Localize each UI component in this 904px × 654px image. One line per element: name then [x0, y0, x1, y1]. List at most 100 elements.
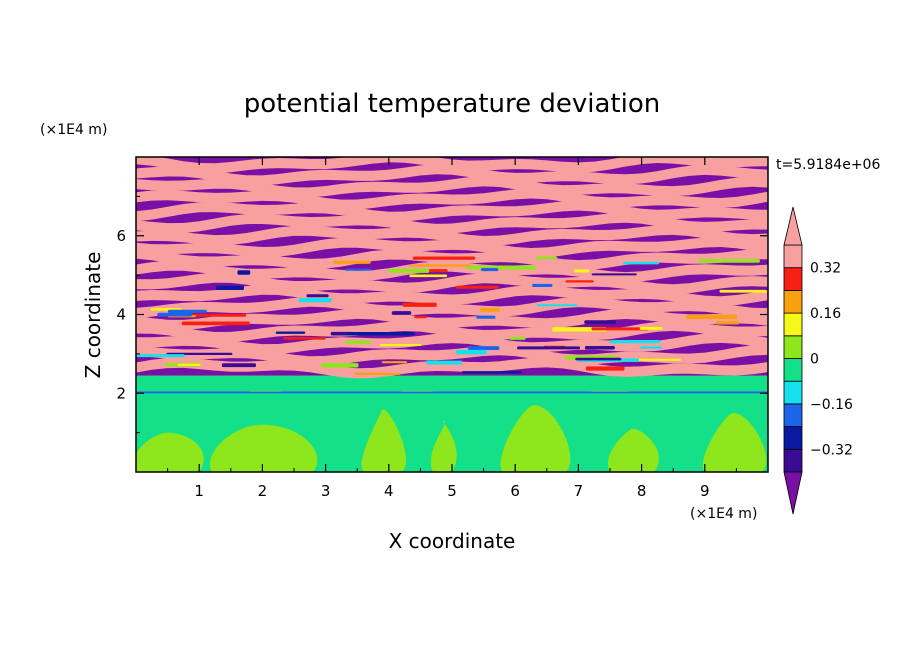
y-axis: 2 4 6	[116, 195, 768, 434]
field-streak	[181, 321, 250, 326]
colorbar-extend-min	[783, 471, 803, 515]
field-streak	[509, 336, 526, 340]
field-streak	[283, 337, 326, 340]
colorbar-band	[783, 358, 803, 382]
field-streak	[455, 285, 499, 289]
field-streak	[177, 363, 201, 366]
field-streak	[391, 311, 412, 315]
field-streak	[345, 340, 372, 344]
x-tick-label: 2	[258, 482, 268, 500]
colorbar-band	[783, 289, 803, 314]
colorbar-tick-label: 0.16	[810, 306, 841, 322]
x-tick-label: 1	[194, 482, 204, 500]
field-streak	[585, 366, 625, 371]
x-tick-label: 5	[447, 482, 457, 500]
colorbar-tick-label: 0.32	[810, 261, 841, 277]
y-tick-label: 6	[116, 227, 126, 245]
colorbar-labels: 0.32 0.16 0 −0.16 −0.32	[810, 261, 853, 459]
colorbar-band	[783, 426, 803, 450]
field-streak	[379, 343, 422, 347]
field-streak	[685, 314, 738, 320]
x-axis: 1 2 3 4 5 6 7 8 9	[167, 157, 737, 500]
x-tick-label: 6	[510, 482, 520, 500]
x-tick-label: 9	[700, 482, 710, 500]
field-streak	[639, 326, 663, 330]
field-streak	[461, 371, 522, 374]
field-streak	[298, 298, 332, 303]
field-upper-layer	[136, 296, 768, 319]
field-streak	[536, 304, 578, 307]
field-lower-blob	[136, 432, 204, 472]
field-streak	[535, 256, 558, 259]
x-tick-label: 8	[637, 482, 647, 500]
time-label: t=5.9184e+06	[776, 157, 880, 173]
colorbar-extend-max	[783, 206, 803, 246]
field-streak	[719, 289, 767, 293]
field-lower-blob	[361, 409, 407, 472]
x-tick-label: 7	[574, 482, 584, 500]
plot-area	[136, 157, 768, 472]
field-streak	[381, 361, 408, 364]
colorbar-band	[783, 312, 803, 337]
x-tick-label: 4	[384, 482, 394, 500]
field-streak	[584, 346, 615, 350]
field-streak	[157, 312, 193, 317]
field-streak	[476, 315, 496, 319]
field-streak	[698, 259, 760, 263]
field-upper-layer	[136, 176, 768, 198]
field-upper-layer	[136, 320, 768, 343]
field-streak	[715, 321, 740, 325]
field-upper-layer	[136, 224, 768, 247]
field-streak	[237, 270, 251, 275]
field-streak	[183, 313, 247, 317]
field-streak	[426, 360, 463, 365]
field-streak	[275, 331, 306, 334]
colorbar-band	[783, 244, 803, 269]
field-streak	[354, 372, 401, 375]
x-tick-label: 3	[321, 482, 331, 500]
y-axis-label: Z coordinate	[81, 252, 105, 379]
field-upper-layer	[136, 308, 768, 330]
colorbar-tick-label: −0.32	[810, 442, 853, 458]
field-streak	[414, 316, 428, 319]
field-lower-blob	[702, 412, 767, 472]
field-streak	[346, 332, 415, 336]
field-streak	[573, 269, 590, 273]
field-interface	[136, 391, 768, 394]
field-upper-layer	[136, 212, 768, 234]
field-streak	[412, 256, 476, 260]
field-streak	[516, 346, 581, 350]
field-lower-blob	[500, 405, 571, 472]
field-streak	[388, 268, 430, 273]
field-streak	[408, 264, 471, 267]
field-neutral-band	[136, 375, 768, 392]
chart-title: potential temperature deviation	[244, 89, 660, 119]
field-layer	[136, 157, 768, 472]
colorbar-band	[783, 403, 803, 427]
field-streak	[466, 265, 536, 270]
y-unit-label: (×1E4 m)	[40, 122, 107, 138]
field-streak	[321, 363, 359, 368]
colorbar	[783, 206, 803, 515]
field-streak	[215, 285, 244, 290]
field-streak	[532, 283, 553, 288]
field-streak	[480, 267, 499, 272]
field-streak	[456, 349, 487, 355]
field-streak	[610, 339, 661, 344]
colorbar-band	[783, 335, 803, 359]
field-upper-layer	[136, 157, 768, 174]
field-streak	[591, 327, 649, 331]
colorbar-tick-label: −0.16	[810, 397, 853, 413]
field-upper-layer	[136, 164, 768, 186]
field-lower-blob	[607, 428, 659, 472]
field-upper-layer	[136, 260, 768, 283]
field-streak	[622, 261, 660, 265]
field-streak	[575, 357, 622, 361]
colorbar-tick-label: 0	[810, 352, 819, 368]
field-lower-blob	[209, 424, 318, 472]
field-streak	[333, 260, 371, 264]
field-streak	[409, 274, 448, 278]
y-tick-label: 2	[116, 384, 126, 402]
field-streak	[136, 354, 185, 358]
